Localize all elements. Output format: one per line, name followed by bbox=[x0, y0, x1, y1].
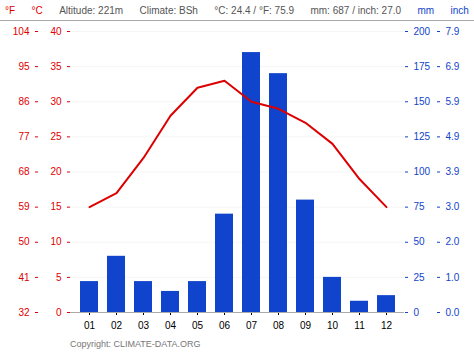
svg-text:150: 150 bbox=[414, 96, 431, 107]
svg-text:25: 25 bbox=[414, 272, 426, 283]
html-text:Copyright: CLIMATE-DATA.ORG: Copyright: CLIMATE-DATA.ORG bbox=[70, 339, 201, 349]
svg-text:200: 200 bbox=[414, 26, 431, 37]
svg-text:3.9: 3.9 bbox=[446, 166, 460, 177]
svg-text:25: 25 bbox=[50, 131, 62, 142]
svg-text:35: 35 bbox=[50, 61, 62, 72]
svg-text:59: 59 bbox=[18, 201, 30, 212]
svg-text:10: 10 bbox=[327, 320, 339, 331]
svg-text:20: 20 bbox=[50, 166, 62, 177]
svg-text:04: 04 bbox=[165, 320, 177, 331]
html-text:mm: mm bbox=[417, 4, 435, 16]
svg-text:12: 12 bbox=[381, 320, 393, 331]
svg-text:175: 175 bbox=[414, 61, 431, 72]
html-text:°F: °F bbox=[5, 4, 16, 16]
svg-text:01: 01 bbox=[84, 320, 96, 331]
svg-text:4.9: 4.9 bbox=[446, 131, 460, 142]
svg-text:0: 0 bbox=[414, 307, 420, 318]
html-text:inch: inch bbox=[450, 4, 469, 16]
svg-text:30: 30 bbox=[50, 96, 62, 107]
svg-text:6.9: 6.9 bbox=[446, 61, 460, 72]
html-text:Climate: BSh: Climate: BSh bbox=[139, 4, 198, 16]
svg-text:07: 07 bbox=[246, 320, 258, 331]
svg-text:68: 68 bbox=[18, 166, 30, 177]
svg-text:40: 40 bbox=[50, 26, 62, 37]
svg-text:06: 06 bbox=[219, 320, 231, 331]
html-text:°C: °C bbox=[31, 4, 43, 16]
svg-text:95: 95 bbox=[18, 61, 30, 72]
svg-text:77: 77 bbox=[18, 131, 30, 142]
svg-text:0: 0 bbox=[56, 307, 62, 318]
svg-text:50: 50 bbox=[18, 236, 30, 247]
svg-text:0.0: 0.0 bbox=[446, 307, 460, 318]
svg-text:02: 02 bbox=[111, 320, 123, 331]
svg-text:05: 05 bbox=[192, 320, 204, 331]
svg-text:104: 104 bbox=[13, 26, 30, 37]
svg-text:7.9: 7.9 bbox=[446, 26, 460, 37]
svg-text:10: 10 bbox=[50, 236, 62, 247]
svg-text:1.0: 1.0 bbox=[446, 272, 460, 283]
html-text:°C: 24.4 / °F: 75.9: °C: 24.4 / °F: 75.9 bbox=[214, 4, 294, 16]
svg-text:3.0: 3.0 bbox=[446, 201, 460, 212]
svg-text:11: 11 bbox=[354, 320, 365, 331]
svg-text:41: 41 bbox=[18, 272, 30, 283]
svg-text:86: 86 bbox=[18, 96, 30, 107]
svg-text:32: 32 bbox=[18, 307, 30, 318]
svg-text:100: 100 bbox=[414, 166, 431, 177]
svg-text:5: 5 bbox=[56, 272, 62, 283]
svg-text:08: 08 bbox=[273, 320, 285, 331]
svg-text:50: 50 bbox=[414, 236, 426, 247]
svg-text:15: 15 bbox=[50, 201, 62, 212]
svg-text:5.9: 5.9 bbox=[446, 96, 460, 107]
html-text:Altitude: 221m: Altitude: 221m bbox=[59, 4, 124, 16]
svg-text:09: 09 bbox=[300, 320, 312, 331]
svg-text:75: 75 bbox=[414, 201, 426, 212]
html-text:mm: 687 / inch: 27.0: mm: 687 / inch: 27.0 bbox=[310, 4, 402, 16]
svg-text:125: 125 bbox=[414, 131, 431, 142]
svg-text:03: 03 bbox=[138, 320, 150, 331]
svg-text:2.0: 2.0 bbox=[446, 236, 460, 247]
